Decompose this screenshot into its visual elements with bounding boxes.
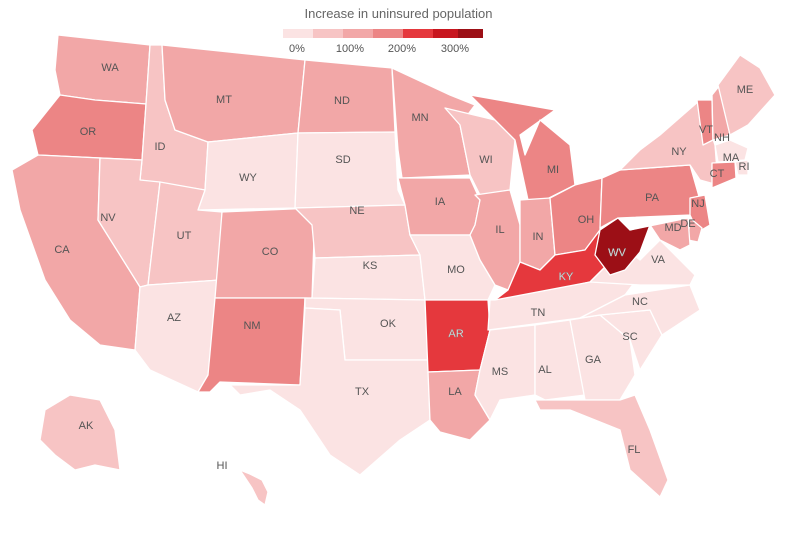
state-ct[interactable]: [711, 161, 737, 189]
state-hi[interactable]: [239, 469, 269, 506]
state-label-wv: WV: [608, 247, 626, 259]
state-ak[interactable]: [39, 394, 121, 471]
color-legend: 0% 100% 200% 300%: [283, 29, 483, 59]
state-label-va: VA: [651, 254, 666, 266]
state-nc[interactable]: [579, 284, 701, 336]
legend-label: 300%: [440, 43, 470, 55]
state-ri[interactable]: [734, 159, 749, 176]
state-me[interactable]: [717, 54, 776, 136]
state-label-wy: WY: [239, 172, 257, 184]
legend-swatch: [403, 29, 433, 38]
state-md[interactable]: [629, 217, 691, 251]
state-label-tn: TN: [531, 307, 546, 319]
state-label-mn: MN: [411, 112, 428, 124]
state-al[interactable]: [534, 319, 586, 401]
state-wy[interactable]: [197, 132, 299, 211]
legend-label: 200%: [387, 43, 417, 55]
state-ma[interactable]: [714, 139, 749, 163]
state-label-oh: OH: [578, 214, 595, 226]
state-label-ma: MA: [723, 152, 740, 164]
state-label-ak: AK: [79, 420, 94, 432]
state-label-me: ME: [737, 84, 754, 96]
state-il[interactable]: [469, 189, 521, 291]
state-label-co: CO: [262, 246, 279, 258]
state-label-nc: NC: [632, 296, 648, 308]
state-label-wi: WI: [479, 154, 492, 166]
legend-swatch: [313, 29, 343, 38]
state-nm[interactable]: [197, 297, 306, 393]
state-wv[interactable]: [594, 217, 651, 276]
state-label-ri: RI: [739, 161, 750, 173]
state-label-nm: NM: [243, 320, 260, 332]
legend-swatch: [433, 29, 458, 38]
state-label-pa: PA: [645, 192, 660, 204]
state-sd[interactable]: [294, 131, 406, 209]
state-mt[interactable]: [161, 44, 306, 143]
state-label-il: IL: [495, 224, 504, 236]
state-label-or: OR: [80, 126, 97, 138]
legend-swatch: [373, 29, 403, 38]
legend-label: 0%: [289, 43, 305, 55]
state-label-az: AZ: [167, 312, 181, 324]
state-label-ne: NE: [349, 205, 364, 217]
state-label-al: AL: [538, 364, 551, 376]
state-label-de: DE: [680, 218, 695, 230]
state-label-hi: HI: [217, 460, 228, 472]
state-label-ia: IA: [435, 196, 446, 208]
state-label-ct: CT: [710, 168, 725, 180]
state-label-ks: KS: [363, 260, 378, 272]
state-label-mi: MI: [547, 164, 559, 176]
legend-swatch: [343, 29, 373, 38]
state-label-ut: UT: [177, 230, 192, 242]
state-label-nj: NJ: [691, 198, 704, 210]
map-title: Increase in uninsured population: [304, 6, 493, 21]
state-label-nh: NH: [714, 132, 730, 144]
state-label-in: IN: [533, 231, 544, 243]
state-label-tx: TX: [355, 386, 370, 398]
legend-swatch: [283, 29, 313, 38]
state-label-ga: GA: [585, 354, 602, 366]
state-label-mt: MT: [216, 94, 232, 106]
state-label-mo: MO: [447, 264, 465, 276]
state-label-vt: VT: [699, 124, 713, 136]
state-label-id: ID: [155, 141, 166, 153]
state-label-ca: CA: [54, 244, 70, 256]
legend-swatch: [458, 29, 483, 38]
state-label-ok: OK: [380, 318, 397, 330]
state-label-nv: NV: [100, 212, 116, 224]
legend-label: 100%: [335, 43, 365, 55]
state-fl[interactable]: [534, 394, 669, 498]
state-label-wa: WA: [101, 62, 119, 74]
state-label-sd: SD: [335, 154, 350, 166]
state-label-ky: KY: [559, 271, 574, 283]
state-label-sc: SC: [622, 331, 637, 343]
state-label-md: MD: [664, 222, 681, 234]
state-tx[interactable]: [229, 307, 431, 476]
state-label-la: LA: [448, 386, 462, 398]
state-label-fl: FL: [628, 444, 641, 456]
state-mi[interactable]: [469, 94, 576, 201]
state-label-nd: ND: [334, 95, 350, 107]
state-label-ms: MS: [492, 366, 509, 378]
state-label-ar: AR: [448, 328, 463, 340]
state-label-ny: NY: [671, 146, 687, 158]
